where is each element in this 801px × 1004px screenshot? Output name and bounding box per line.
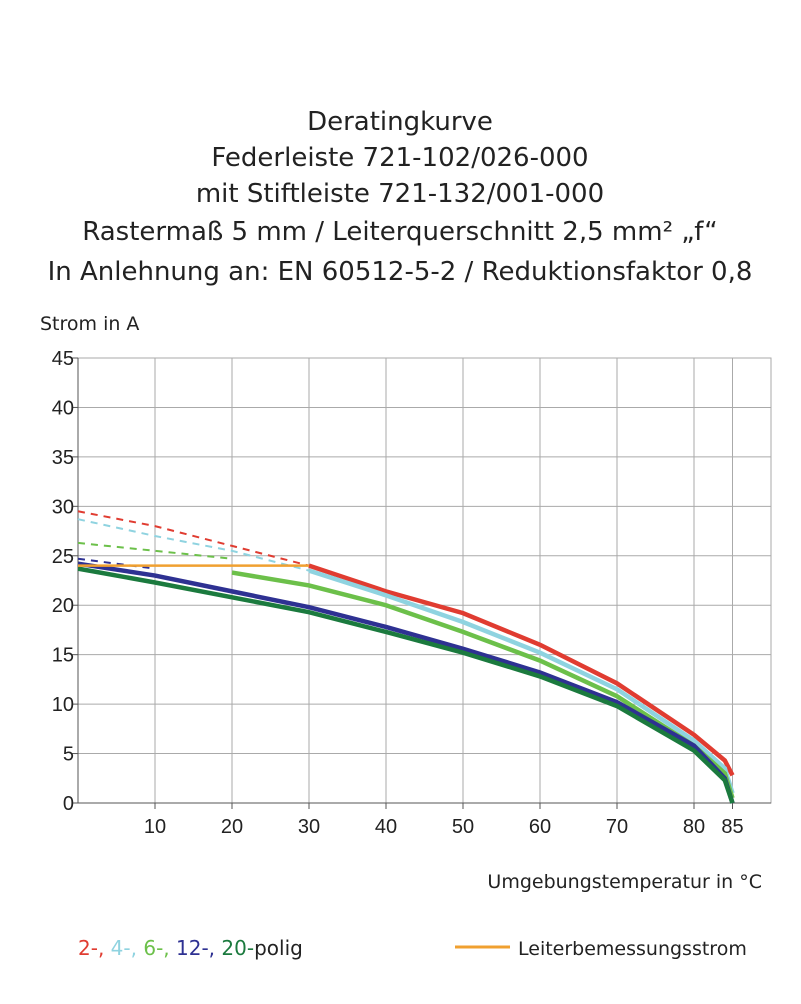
y-axis-label: Strom in A — [40, 313, 139, 335]
title-line: In Anlehnung an: EN 60512-5-2 / Reduktio… — [48, 257, 753, 287]
legend-entry: 6-, — [143, 936, 169, 960]
y-tick-label: 0 — [63, 793, 74, 815]
x-tick-label: 40 — [375, 816, 397, 838]
x-tick-label: 30 — [298, 816, 320, 838]
y-tick-label: 30 — [52, 496, 74, 518]
title-line: Federleiste 721-102/026-000 — [211, 143, 588, 173]
legend-entry: 2-, — [78, 936, 104, 960]
line — [231, 570, 735, 799]
line — [77, 566, 735, 804]
x-tick-label: 85 — [721, 816, 743, 838]
x-axis-label: Umgebungstemperatur in °C — [487, 871, 762, 893]
legend-suffix: polig — [254, 936, 303, 960]
y-tick-label: 45 — [52, 348, 74, 370]
legend-entry: 12-, — [176, 936, 215, 960]
legend-entry: 20- — [221, 936, 254, 960]
x-tick-label: 70 — [606, 816, 628, 838]
legend-label: Leiterbemessungsstrom — [518, 938, 747, 960]
title-line: Deratingkurve — [307, 107, 493, 137]
y-tick-label: 35 — [52, 447, 74, 469]
x-tick-label: 10 — [144, 816, 166, 838]
line — [308, 563, 735, 777]
title-line: Rastermaß 5 mm / Leiterquerschnitt 2,5 m… — [82, 217, 717, 247]
line — [308, 568, 735, 794]
x-tick-label: 80 — [683, 816, 705, 838]
dashed-line — [77, 518, 310, 572]
y-tick-label: 25 — [52, 546, 74, 568]
y-tick-label: 15 — [52, 645, 74, 667]
x-tick-label: 60 — [529, 816, 551, 838]
y-tick-label: 20 — [52, 595, 74, 617]
x-tick-label: 20 — [221, 816, 243, 838]
y-tick-label: 40 — [52, 397, 74, 419]
line — [77, 561, 735, 804]
legend: 2-, 4-, 6-, 12-, 20-polig — [78, 936, 303, 960]
legend-entry: 4-, — [111, 936, 137, 960]
dashed-line — [77, 510, 310, 567]
y-tick-label: 10 — [52, 694, 74, 716]
title-line: mit Stiftleiste 721-132/001-000 — [196, 179, 604, 209]
y-tick-label: 5 — [63, 744, 74, 766]
x-tick-label: 50 — [452, 816, 474, 838]
